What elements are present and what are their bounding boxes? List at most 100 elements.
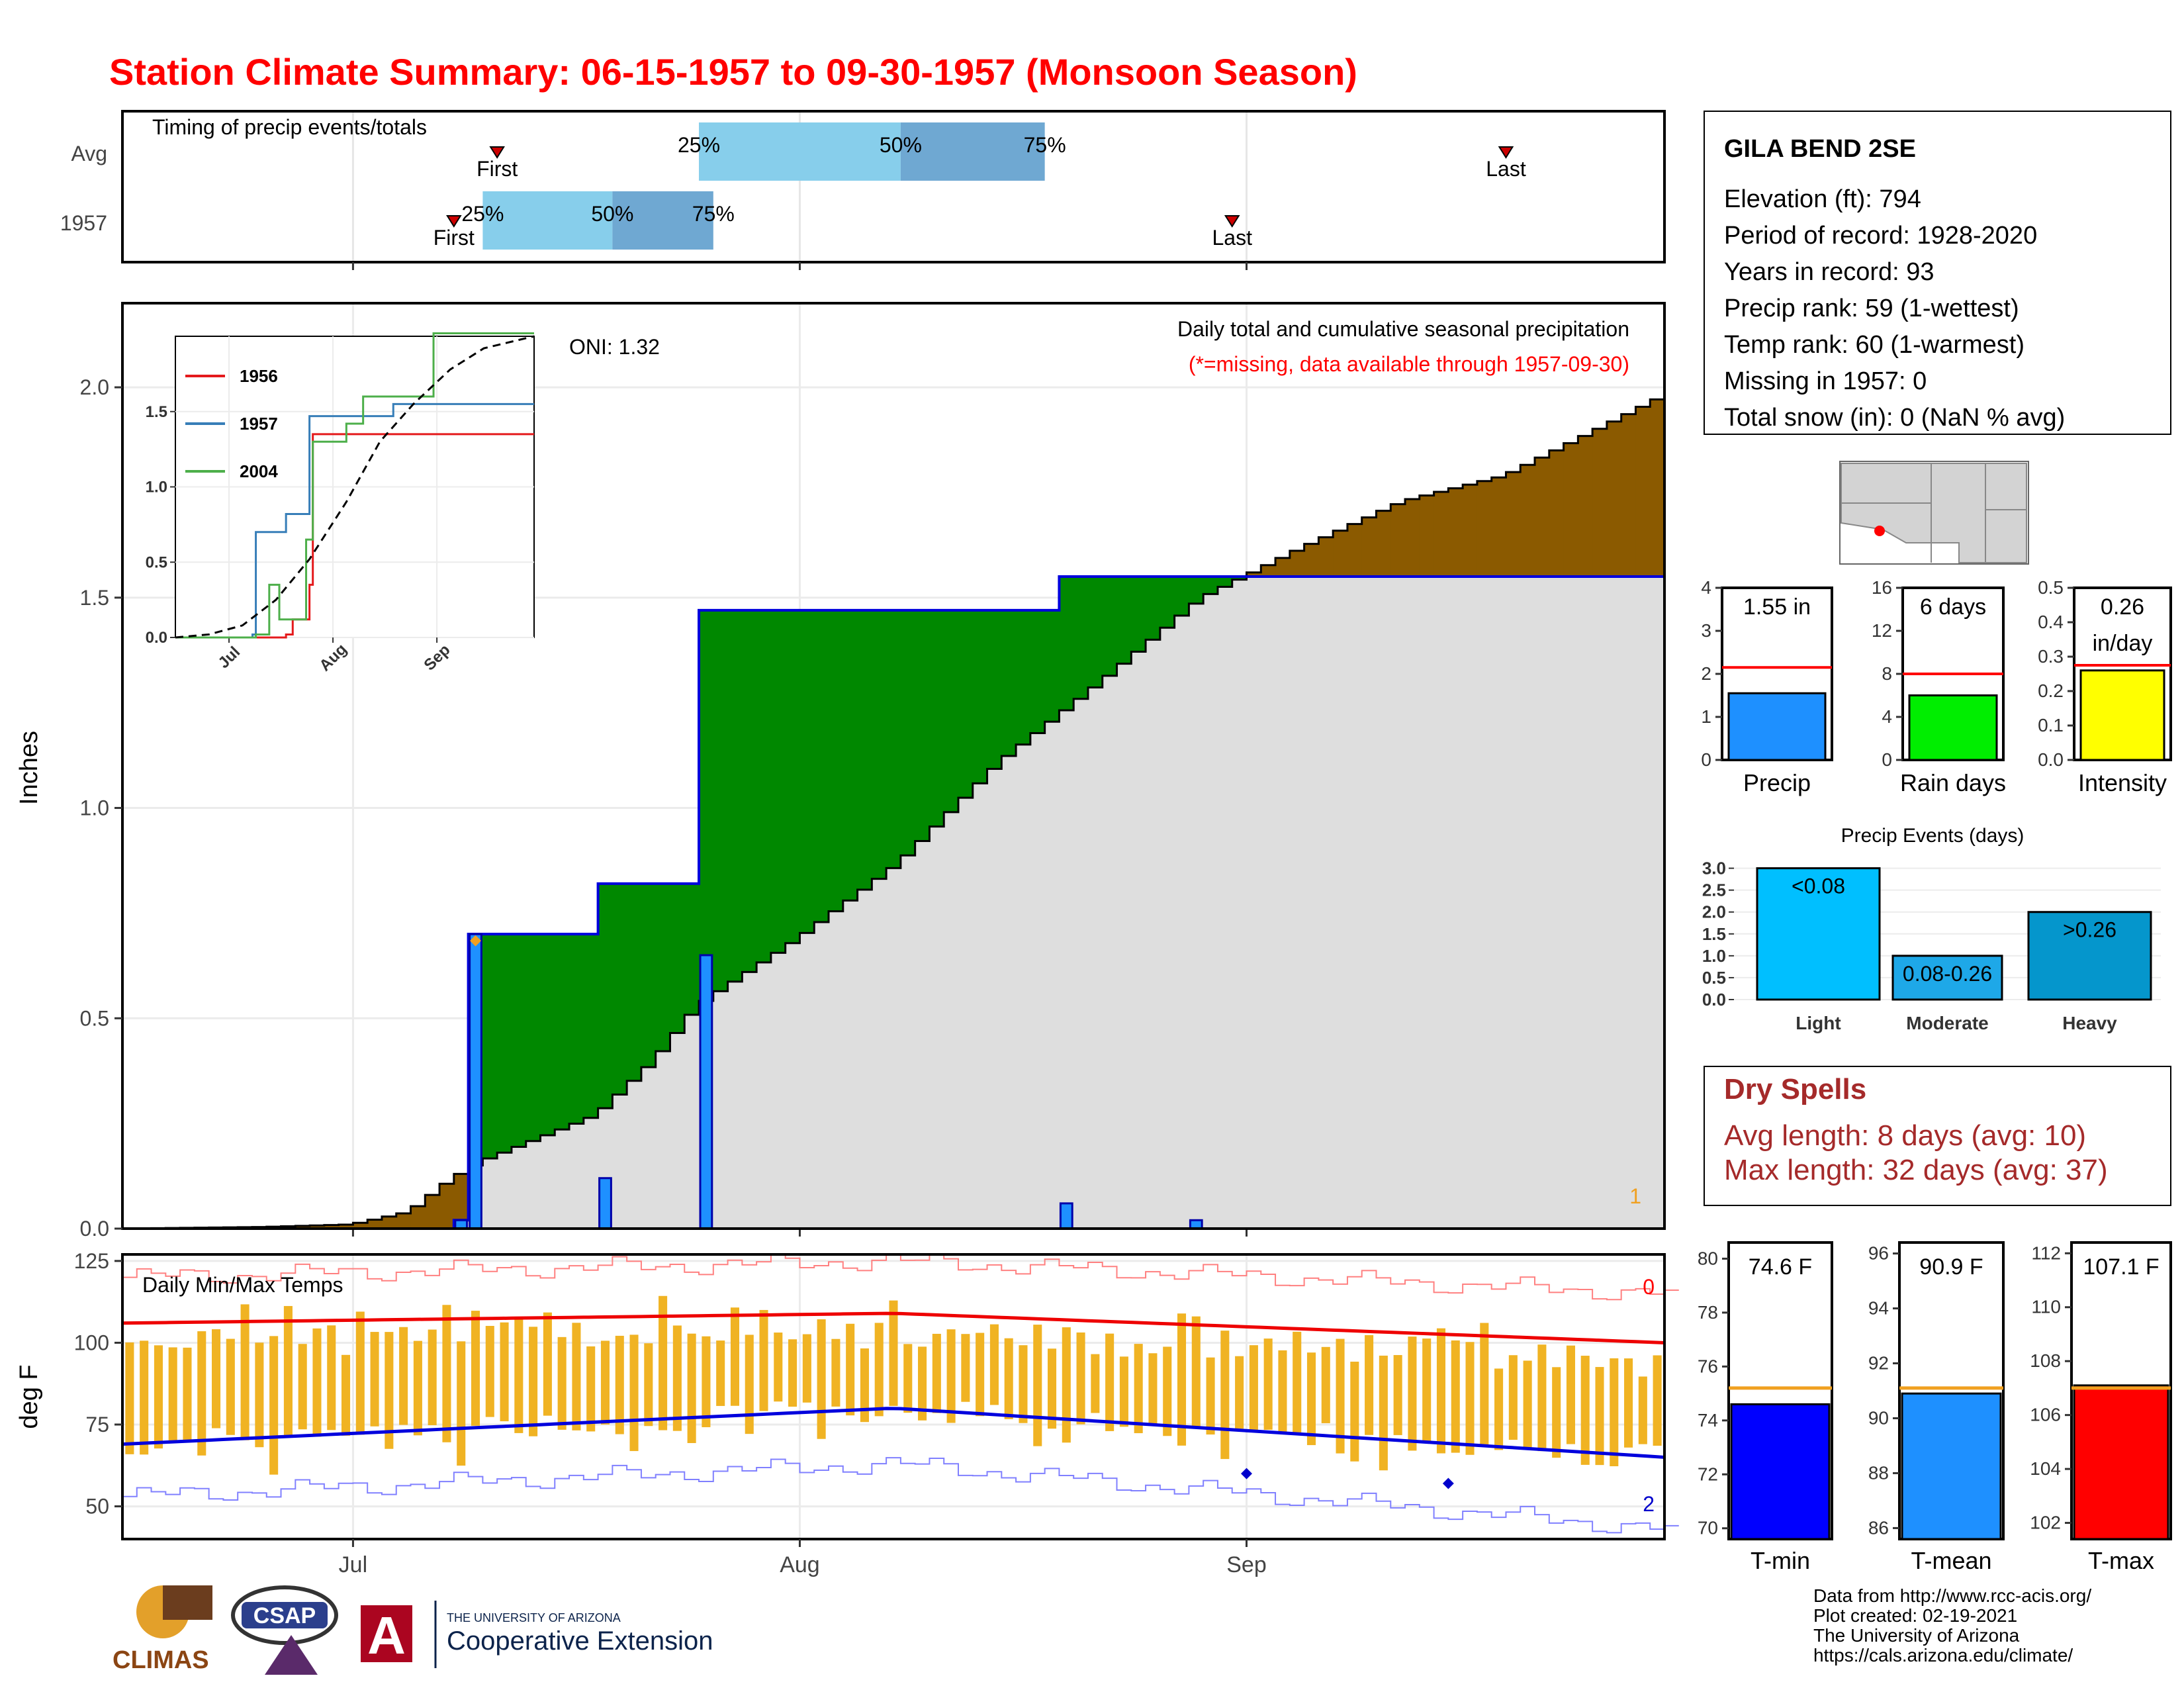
daily-temp-range-bar <box>1336 1338 1345 1454</box>
mini-bar-value-label: 1.55 in <box>1743 594 1811 620</box>
mini-bar-y-tick-label: 0.4 <box>2038 612 2064 632</box>
timing-p25-label: 25% <box>678 133 720 157</box>
event-bar <box>2027 911 2152 1001</box>
below-normal-area <box>1246 572 1261 577</box>
missing-note: (*=missing, data available through 1957-… <box>1189 352 1629 376</box>
above-normal-area <box>1232 577 1248 580</box>
below-normal-area <box>425 1195 440 1229</box>
last-event-label: Last <box>1212 226 1252 250</box>
temp-bar-y-tick-label: 108 <box>2030 1350 2061 1371</box>
events-y-tick-label: 1.0 <box>1702 946 1726 966</box>
temp-bar-y-tick-label: 104 <box>2030 1458 2061 1479</box>
below-normal-area <box>1433 492 1449 577</box>
daily-temp-range-bar <box>946 1329 956 1423</box>
normal-cumulative-line <box>122 398 1664 1230</box>
precip-y-axis: 0.0 0.5 1.0 1.5 2.0 <box>80 375 122 1241</box>
mini-bar-y-tick-label: 0 <box>1882 749 1892 770</box>
events-y-tick-label: 0.5 <box>1702 968 1726 988</box>
temp-bar-label: T-mean <box>1911 1547 1991 1574</box>
temp-bar-y-tick-label: 86 <box>1868 1517 1889 1538</box>
daily-temp-range-bar <box>154 1345 163 1449</box>
above-normal-area <box>1016 610 1031 745</box>
below-normal-area <box>310 1225 325 1229</box>
daily-temp-range-bar <box>399 1327 408 1425</box>
daily-temp-range-bar <box>903 1344 913 1413</box>
ua-a-block-icon <box>361 1605 412 1662</box>
station-line-missing: Missing in 1957: 0 <box>1724 367 1927 395</box>
temp-bar-y-tick-label: 110 <box>2031 1297 2061 1317</box>
daily-temp-range-bar <box>471 1311 480 1426</box>
daily-temp-range-bar <box>659 1295 668 1430</box>
below-normal-area <box>381 1216 397 1229</box>
above-normal-area <box>1102 577 1118 676</box>
inset-y-tick-label: 0.5 <box>146 553 167 571</box>
missing-day-marker <box>470 935 481 947</box>
daily-temp-range-bar <box>759 1309 768 1411</box>
below-normal-area <box>1261 565 1276 577</box>
below-normal-area <box>353 1223 368 1229</box>
last-event-marker-icon <box>1498 146 1514 159</box>
daily-temp-range-bar <box>1293 1331 1302 1435</box>
dry-spells-frame <box>1704 1066 2171 1206</box>
temp-bar-y-tick-label: 90 <box>1868 1407 1889 1428</box>
oni-label: ONI: 1.32 <box>569 335 660 359</box>
above-normal-area <box>670 883 685 1033</box>
daily-temp-range-bar <box>1537 1344 1547 1452</box>
mini-bar-y-tick-label: 2 <box>1701 663 1711 684</box>
daily-temp-range-bar <box>976 1333 985 1417</box>
temperature-x-tick-label: Jul <box>339 1552 367 1577</box>
below-normal-area <box>1361 517 1377 577</box>
daily-precip-bar <box>598 1177 612 1230</box>
timing-p75-label: 75% <box>692 202 735 226</box>
inset-series-line <box>175 332 534 639</box>
temp-bar-value <box>1730 1403 1831 1540</box>
daily-temp-range-bar <box>745 1335 754 1434</box>
daily-temp-range-bar <box>1465 1342 1475 1455</box>
mini-bar-y-tick-label: 16 <box>1872 577 1892 598</box>
daily-temp-range-bar <box>788 1339 797 1407</box>
daily-temp-range-bar <box>1494 1368 1504 1450</box>
temperature-x-axis: Jul Aug Sep <box>339 1539 1267 1577</box>
mini-bar-y-tick-label: 4 <box>1882 706 1892 727</box>
above-normal-area <box>1030 610 1046 733</box>
temperature-x-tick-label: Aug <box>780 1552 820 1577</box>
above-normal-area <box>756 610 772 962</box>
record-min-line <box>122 1457 1679 1534</box>
above-normal-area <box>655 883 670 1052</box>
mini-bar-y-tick-label: 0.5 <box>2038 577 2064 598</box>
mini-bar-y-tick-label: 12 <box>1872 620 1892 641</box>
mini-bar-y-tick-label: 4 <box>1701 577 1711 598</box>
daily-temp-range-bar <box>932 1333 941 1413</box>
inset-legend-label: 1957 <box>240 414 278 434</box>
precip-y-tick-label: 1.0 <box>80 796 109 820</box>
temp-bar-y-tick-label: 96 <box>1868 1243 1889 1264</box>
station-info-frame <box>1704 111 2171 435</box>
mini-bar-value-label: 6 days <box>1920 594 1986 620</box>
mini-bar-y-tick-label: 8 <box>1882 663 1892 684</box>
daily-temp-range-bar <box>1278 1350 1287 1433</box>
temp-bar-y-tick-label: 78 <box>1698 1302 1718 1323</box>
temp-bar-value <box>2073 1384 2169 1540</box>
timing-iqr-low <box>699 122 901 181</box>
timing-row-label-avg: Avg <box>71 142 107 165</box>
daily-temp-range-bar <box>1523 1360 1532 1450</box>
daily-temp-range-bar <box>1436 1328 1446 1454</box>
below-normal-area <box>367 1219 383 1229</box>
above-normal-area <box>1160 577 1175 628</box>
below-normal-area <box>1318 537 1334 577</box>
above-normal-area <box>958 610 974 798</box>
dry-spells-avg: Avg length: 8 days (avg: 10) <box>1724 1119 2086 1152</box>
daily-temp-range-bar <box>1249 1345 1258 1431</box>
timing-p50-label: 50% <box>880 133 922 157</box>
temperature-title: Daily Min/Max Temps <box>142 1273 343 1297</box>
above-normal-area <box>799 610 815 933</box>
event-bar-value-label: >0.26 <box>2063 918 2116 942</box>
normal-min-line <box>122 1407 1665 1459</box>
events-y-tick-label: 0.0 <box>1702 990 1726 1009</box>
below-normal-area <box>1491 477 1506 577</box>
precip-panel-border <box>121 302 1666 1230</box>
below-normal-area <box>1477 481 1492 577</box>
csap-text: CSAP <box>253 1603 316 1628</box>
ua-big-text: Cooperative Extension <box>447 1626 713 1656</box>
